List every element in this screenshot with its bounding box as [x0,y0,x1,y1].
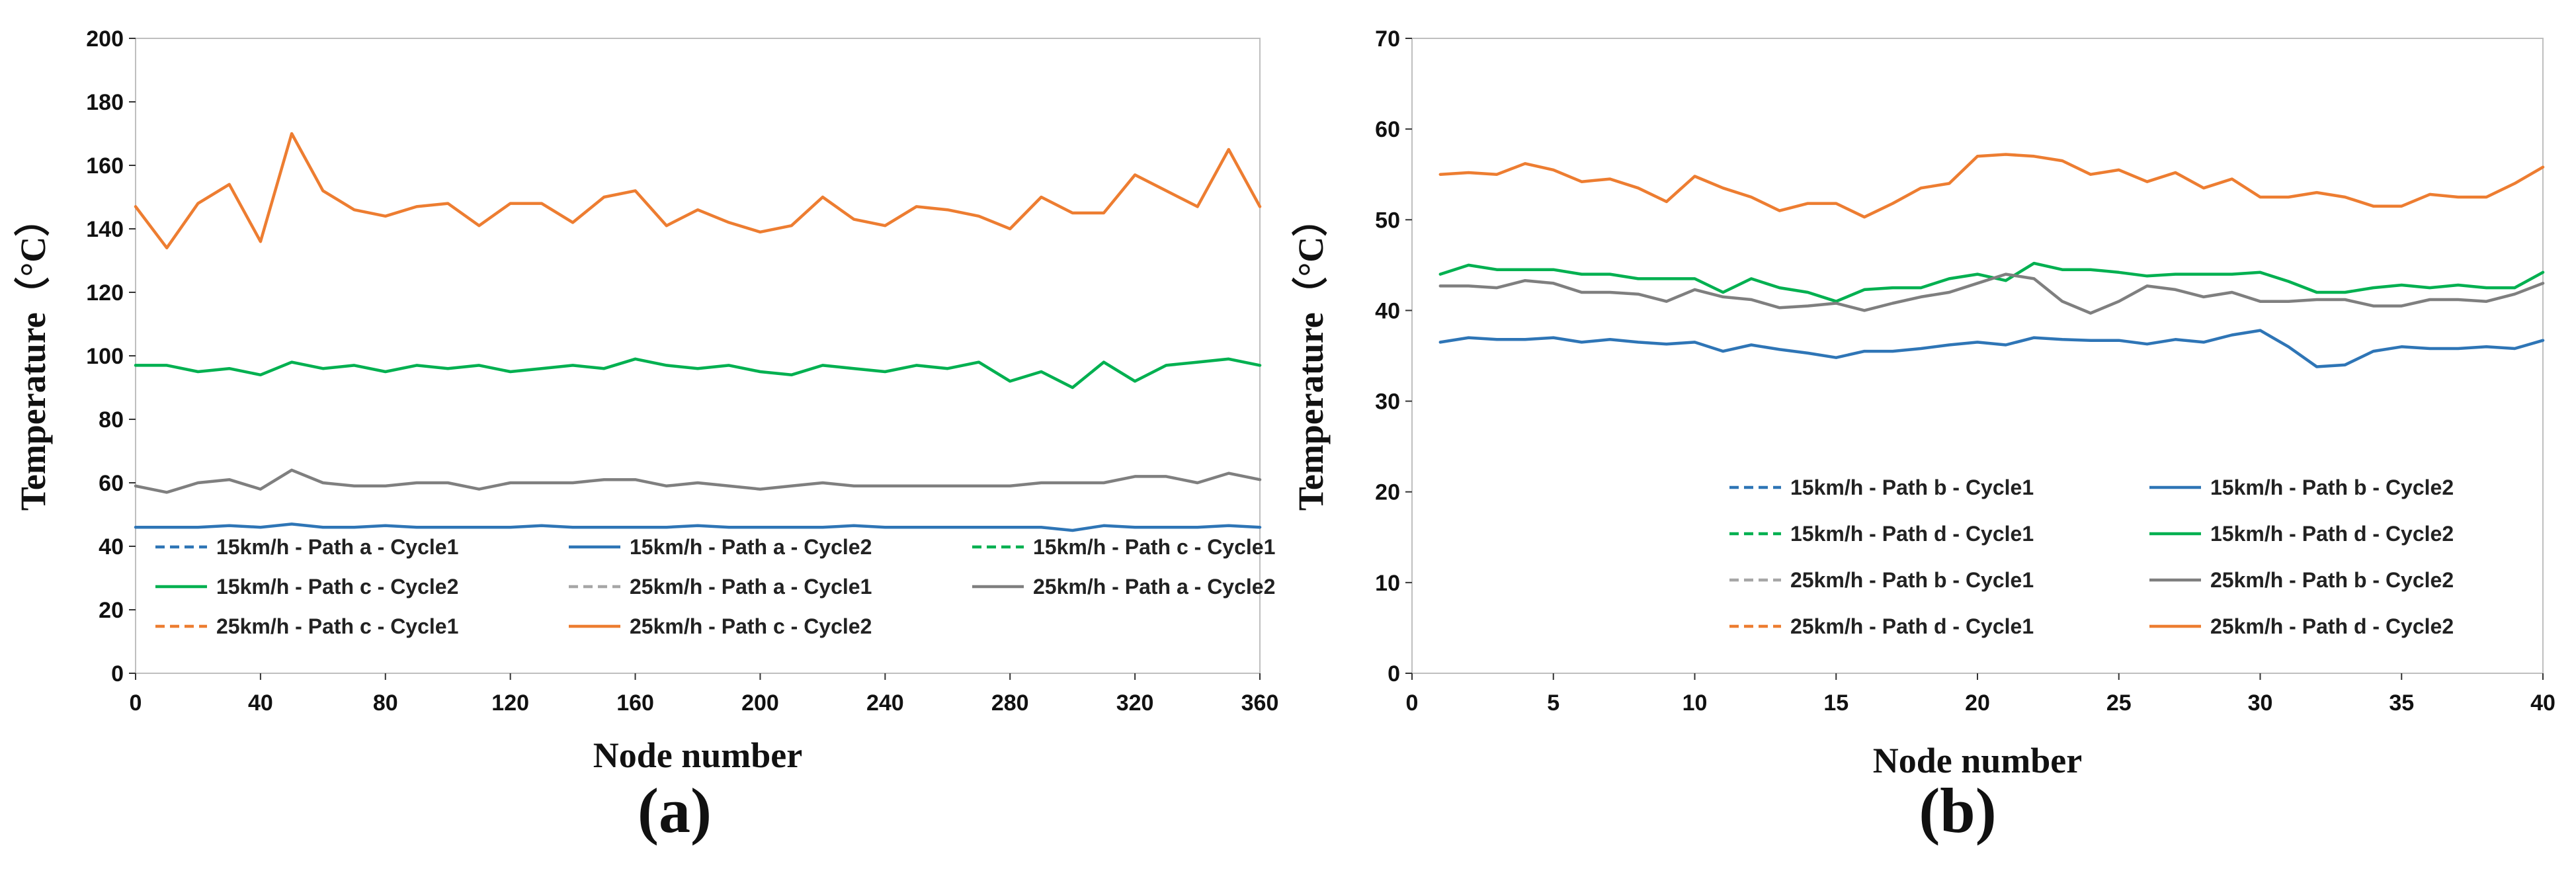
chart-b-legend-label: 15km/h - Path d - Cycle2 [2210,522,2454,546]
chart-a-series-line-3 [134,357,1262,390]
chart-b-xtick-label: 10 [1683,690,1708,716]
chart-b: 0 10 20 30 40 50 60 70 0 5 10 15 20 25 30 35 40 Node numb… [1291,26,2555,780]
chart-b-xtick-label: 40 [2530,690,2555,716]
chart-a-series-line-1 [134,522,1262,532]
chart-b-ytick-label: 40 [1375,298,1400,323]
chart-b-xtick-label: 25 [2106,690,2132,716]
chart-a-ytick-label: 180 [86,90,124,115]
chart-b-ytick-label: 10 [1375,571,1400,596]
chart-a-legend-label: 25km/h - Path c - Cycle1 [216,614,458,638]
panel-label-b: (b) [1919,775,1996,846]
chart-b-legend-label: 25km/h - Path b - Cycle1 [1790,568,2034,592]
chart-b-series-line-5 [1438,272,2545,315]
chart-a-ytick-label: 120 [86,280,124,306]
chart-b-series-line-3 [1438,261,2545,303]
chart-b-ytick-label: 30 [1375,390,1400,415]
chart-a-legend-label: 25km/h - Path c - Cycle2 [630,614,872,638]
chart-b-series-line-1 [1438,329,2545,368]
chart-a-xtick-label: 200 [741,690,779,716]
chart-a-legend-label: 15km/h - Path c - Cycle2 [216,575,458,599]
chart-a-xtick-label: 80 [373,690,398,716]
chart-a: 0 20 40 60 80 100 120 140 160 180 200 0 40 80 120 160 20… [13,26,1278,775]
chart-a-ytick-label: 0 [111,661,124,686]
chart-b-ytick-label: 50 [1375,208,1400,233]
chart-a-xtick-label: 240 [866,690,904,716]
chart-b-xtick-label: 0 [1406,690,1419,716]
chart-b-legend-label: 15km/h - Path b - Cycle2 [2210,476,2454,499]
chart-b-ytick-label: 60 [1375,117,1400,142]
chart-b-legend-label: 25km/h - Path d - Cycle1 [1790,614,2034,638]
chart-b-ytick-label: 0 [1388,661,1400,686]
chart-b-legend-label: 25km/h - Path d - Cycle2 [2210,614,2454,638]
chart-a-legend-label: 15km/h - Path c - Cycle1 [1033,535,1275,559]
chart-a-ytick-label: 40 [99,534,124,560]
chart-b-ytick-label: 70 [1375,26,1400,52]
chart-b-ytick-label: 20 [1375,480,1400,505]
panel-label-a: (a) [638,775,712,846]
chart-b-xtick-label: 5 [1547,690,1559,716]
chart-a-series-line-7 [134,132,1262,250]
chart-a-ytick-label: 160 [86,153,124,179]
chart-a-ytick-label: 60 [99,471,124,496]
chart-a-x-axis-label: Node number [593,735,803,775]
chart-b-xtick-label: 30 [2248,690,2273,716]
chart-a-legend-label: 25km/h - Path a - Cycle1 [630,575,872,599]
chart-a-series-line-5 [134,468,1262,494]
chart-a-xtick-label: 280 [991,690,1029,716]
chart-a-xtick-label: 120 [491,690,529,716]
chart-a-legend-label: 15km/h - Path a - Cycle2 [630,535,872,559]
chart-a-xtick-label: 320 [1116,690,1154,716]
chart-a-ytick-label: 20 [99,598,124,623]
chart-a-ytick-label: 140 [86,217,124,242]
chart-b-legend-label: 15km/h - Path d - Cycle1 [1790,522,2034,546]
chart-a-ytick-label: 80 [99,407,124,433]
chart-a-y-axis-label: Temperature（°C） [13,201,53,511]
chart-a-legend-label: 15km/h - Path a - Cycle1 [216,535,458,559]
chart-b-legend-label: 15km/h - Path b - Cycle1 [1790,476,2034,499]
chart-a-xtick-label: 40 [248,690,273,716]
chart-a-xtick-label: 360 [1241,690,1279,716]
chart-a-xtick-label: 0 [130,690,142,716]
chart-b-legend-label: 25km/h - Path b - Cycle2 [2210,568,2454,592]
chart-a-legend-label: 25km/h - Path a - Cycle2 [1033,575,1275,599]
chart-b-x-axis-label: Node number [1873,741,2083,780]
chart-b-xtick-label: 20 [1965,690,1990,716]
chart-a-ytick-label: 100 [86,344,124,369]
chart-b-series-line-7 [1438,153,2545,219]
chart-a-xtick-label: 160 [616,690,654,716]
chart-b-xtick-label: 15 [1823,690,1849,716]
chart-b-y-axis-label: Temperature（°C） [1291,201,1331,511]
chart-b-xtick-label: 35 [2389,690,2414,716]
chart-a-ytick-label: 200 [86,26,124,52]
